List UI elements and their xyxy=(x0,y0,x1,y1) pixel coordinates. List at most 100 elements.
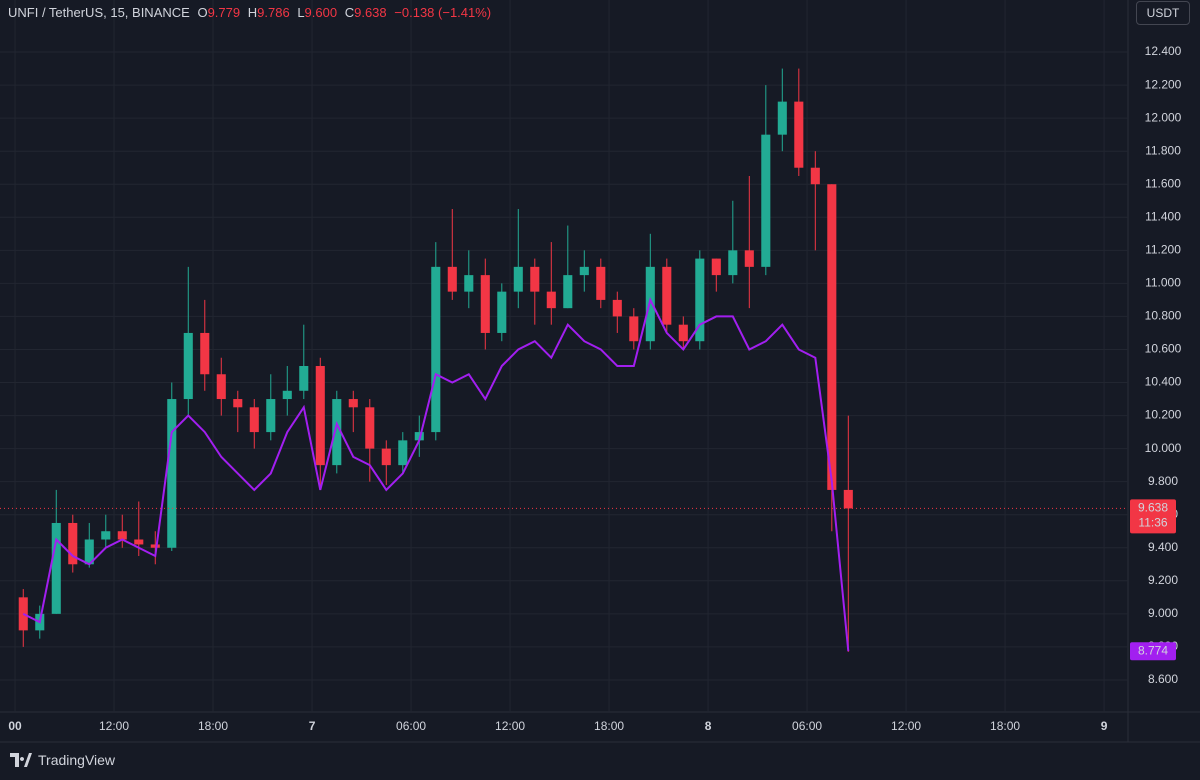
line-tag-bg xyxy=(1130,642,1176,661)
x-tick-label: 18:00 xyxy=(990,719,1020,733)
y-tick-label: 11.800 xyxy=(1145,143,1181,157)
y-tick-label: 10.600 xyxy=(1145,342,1182,356)
x-tick-label: 7 xyxy=(309,719,316,733)
y-tick-label: 12.400 xyxy=(1145,44,1182,58)
candle-body xyxy=(398,440,408,466)
x-tick-label: 12:00 xyxy=(99,719,129,733)
candle-body xyxy=(68,522,78,565)
y-tick-label: 11.200 xyxy=(1145,243,1181,257)
candle-body xyxy=(315,365,325,466)
y-tick-label: 9.000 xyxy=(1148,606,1178,620)
plot-area xyxy=(18,68,853,652)
candle-body xyxy=(464,275,474,292)
candle-body xyxy=(596,266,606,300)
symbol-title: UNFI / TetherUS, 15, BINANCE xyxy=(8,5,190,20)
candle-body xyxy=(348,399,358,408)
symbol-header: UNFI / TetherUS, 15, BINANCE O9.779 H9.7… xyxy=(8,5,491,20)
y-tick-label: 10.200 xyxy=(1145,408,1182,422)
candle-body xyxy=(579,266,589,276)
candle-body xyxy=(101,531,111,540)
candle-body xyxy=(827,184,837,490)
x-tick-label: 12:00 xyxy=(891,719,921,733)
ohlc-key: C xyxy=(344,5,355,20)
candle-body xyxy=(530,266,540,292)
y-tick-label: 10.800 xyxy=(1145,309,1182,323)
candle-body xyxy=(761,134,771,267)
candle-body xyxy=(711,258,721,276)
y-tick-label: 10.400 xyxy=(1145,375,1182,389)
y-tick-label: 9.400 xyxy=(1148,540,1178,554)
candle-body xyxy=(381,448,391,466)
candle-body xyxy=(365,407,375,449)
candle-body xyxy=(51,522,61,614)
candle-body xyxy=(629,316,639,342)
candle-body xyxy=(200,332,210,375)
candle-body xyxy=(843,489,853,509)
indicator-line xyxy=(22,297,850,652)
candle-body xyxy=(645,266,655,342)
candle-body xyxy=(480,275,490,333)
candle-body xyxy=(497,291,507,333)
candle-body xyxy=(84,539,94,565)
line-tag: 8.774 xyxy=(1138,643,1168,657)
ohlc-value: 9.786 xyxy=(257,5,290,20)
candle-body xyxy=(662,266,672,325)
candle-body xyxy=(299,365,309,391)
candle-body xyxy=(233,399,243,408)
y-tick-label: 9.800 xyxy=(1148,474,1178,488)
x-tick-label: 06:00 xyxy=(792,719,822,733)
x-tick-label: 9 xyxy=(1101,719,1108,733)
y-tick-label: 11.400 xyxy=(1145,209,1181,223)
change: −0.138 (−1.41%) xyxy=(394,5,492,20)
x-tick-label: 18:00 xyxy=(594,719,624,733)
candle-body xyxy=(810,167,820,185)
y-tick-label: 8.600 xyxy=(1148,672,1178,686)
price-tag-bg xyxy=(1130,499,1176,534)
y-tick-label: 12.000 xyxy=(1145,110,1182,124)
x-tick-label: 8 xyxy=(705,719,712,733)
candle-body xyxy=(332,399,342,466)
candle-body xyxy=(134,539,144,545)
candle-body xyxy=(794,101,804,168)
y-tick-label: 11.600 xyxy=(1145,176,1181,190)
candle-body xyxy=(117,531,127,540)
candle-body xyxy=(695,258,705,342)
candle-body xyxy=(744,250,754,267)
candle-body xyxy=(183,332,193,400)
x-tick-label: 18:00 xyxy=(198,719,228,733)
x-tick-label: 00 xyxy=(8,719,22,733)
countdown: 11:36 xyxy=(1138,516,1167,530)
candle-body xyxy=(150,544,160,548)
candle-body xyxy=(728,250,738,276)
price-tag: 9.638 xyxy=(1138,501,1168,515)
ohlc-key: O xyxy=(197,5,208,20)
ohlc-key: H xyxy=(247,5,258,20)
candle-body xyxy=(414,432,424,441)
ohlc-value: 9.638 xyxy=(354,5,387,20)
candle-body xyxy=(777,101,787,135)
candle-body xyxy=(612,299,622,317)
candle-body xyxy=(563,275,573,309)
candle-body xyxy=(167,399,177,548)
y-tick-label: 11.000 xyxy=(1145,276,1181,290)
x-tick-label: 06:00 xyxy=(396,719,426,733)
candle-body xyxy=(266,399,276,433)
x-tick-label: 12:00 xyxy=(495,719,525,733)
brand-logo xyxy=(10,753,32,767)
candle-body xyxy=(282,390,292,400)
y-tick-label: 12.200 xyxy=(1145,77,1182,91)
candle-body xyxy=(216,374,226,400)
ohlc-value: 9.600 xyxy=(304,5,338,20)
candle-body xyxy=(513,266,523,292)
currency-button[interactable]: USDT xyxy=(1136,1,1190,25)
candle-body xyxy=(678,324,688,342)
y-tick-label: 10.000 xyxy=(1145,441,1182,455)
candle-body xyxy=(249,407,259,433)
brand[interactable]: TradingView xyxy=(10,752,115,768)
candle-body xyxy=(431,266,441,433)
ohlc-value: 9.779 xyxy=(207,5,241,20)
candle-body xyxy=(546,291,556,309)
y-tick-label: 9.200 xyxy=(1148,573,1178,587)
